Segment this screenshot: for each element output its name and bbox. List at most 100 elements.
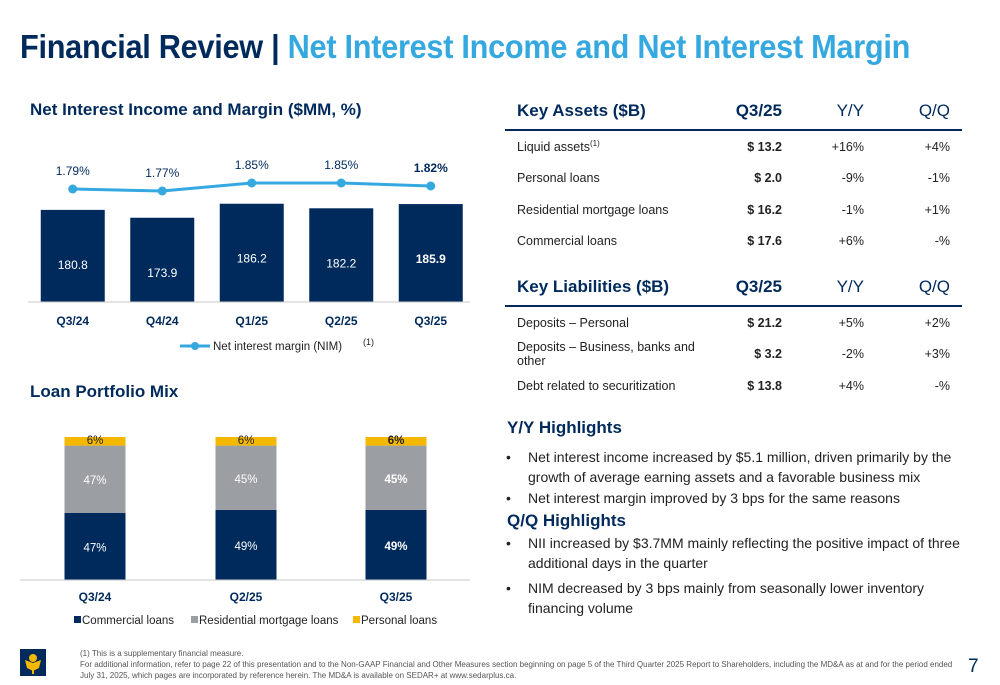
row-q3: $ 2.0	[754, 171, 782, 186]
row-label: Deposits – Business, banks and other	[517, 340, 695, 369]
mix-bar-personal	[64, 437, 126, 446]
nii-legend-sup: (1)	[363, 337, 374, 347]
qq-bullet-1: • NII increased by $3.7MM mainly reflect…	[506, 533, 976, 573]
row-q3: $ 13.8	[747, 378, 782, 393]
nii-bar-label: 182.2	[326, 256, 356, 270]
header-label: Key Liabilities ($B)	[505, 268, 702, 307]
row-yy: -1%	[841, 202, 864, 217]
mix-bar-commercial	[215, 509, 277, 580]
nim-label: 1.85%	[324, 158, 358, 172]
header-yy: Y/Y	[782, 268, 864, 307]
nim-label: 1.82%	[414, 161, 448, 175]
table-row: Deposits – Business, banks and other $ 3…	[505, 339, 962, 371]
bullet-icon: •	[506, 580, 511, 596]
row-yy: +5%	[838, 315, 864, 330]
yy-bullet-1: • Net interest income increased by $5.1 …	[506, 447, 976, 487]
yy-bullet-text: Net interest margin improved by 3 bps fo…	[528, 490, 900, 506]
mix-bar-label: 47%	[83, 475, 106, 487]
nii-bar-label: 180.8	[58, 258, 88, 272]
nii-legend: Net interest margin (NIM) (1)	[180, 337, 374, 353]
mix-bar-residential	[215, 445, 277, 510]
loan-mix-chart: 47% 47% 6% 49% 45% 6% 49% 45% 6% Q3/24 Q2/25 Q3/25…	[20, 435, 470, 627]
mix-bar-label: 6%	[388, 435, 405, 447]
table-row: Deposits – Personal $ 21.2 +5% +2%	[505, 306, 962, 339]
nim-label: 1.85%	[235, 158, 269, 172]
nii-chart: 180.8 173.9 186.2 182.2 185.9 1.79% 1.77% 1.85…	[28, 158, 470, 353]
header-yy: Y/Y	[782, 92, 864, 131]
row-qq: +2%	[924, 315, 950, 330]
nim-point	[247, 178, 257, 188]
legend-residential: Residential mortgage loans	[199, 615, 339, 627]
header-qq: Q/Q	[864, 92, 962, 131]
table-row: Commercial loans $ 17.6 +6% -%	[505, 226, 962, 258]
bank-logo-icon	[20, 649, 46, 676]
nii-bar	[130, 217, 195, 302]
nii-x-tick: Q2/25	[325, 314, 358, 328]
row-q3: $ 16.2	[747, 202, 782, 217]
row-qq: -%	[934, 378, 950, 393]
row-qq: +1%	[924, 202, 950, 217]
bullet-icon: •	[506, 490, 511, 506]
nim-point	[336, 178, 346, 188]
row-label: Residential mortgage loans	[517, 202, 669, 217]
page-number: 7	[968, 656, 979, 677]
table-row: Personal loans $ 2.0 -9% -1%	[505, 163, 962, 195]
row-label: Personal loans	[517, 171, 600, 186]
row-label: Deposits – Personal	[517, 315, 629, 330]
yy-bullet-2: • Net interest margin improved by 3 bps …	[506, 488, 976, 508]
row-q3: $ 13.2	[747, 139, 782, 154]
row-yy: -9%	[841, 171, 864, 186]
nii-x-tick: Q3/25	[414, 314, 447, 328]
row-qq: +4%	[924, 139, 950, 154]
mix-x-tick: Q2/25	[230, 590, 263, 604]
row-qq: +3%	[924, 347, 950, 362]
nii-bar-label: 185.9	[416, 252, 446, 266]
mix-bar-label: 49%	[384, 541, 407, 553]
mix-legend: Commercial loans Residential mortgage lo…	[74, 615, 437, 627]
header-label: Key Assets ($B)	[505, 92, 702, 131]
nim-point	[157, 186, 167, 196]
row-yy: +4%	[838, 378, 864, 393]
row-yy: -2%	[841, 347, 864, 362]
loan-mix-title: Loan Portfolio Mix	[30, 382, 179, 401]
bullet-icon: •	[506, 449, 511, 465]
nim-point	[68, 184, 78, 194]
mix-bar-label: 45%	[234, 474, 257, 486]
mix-bar-personal	[215, 437, 277, 446]
row-sup: (1)	[589, 139, 600, 149]
row-yy: +16%	[831, 139, 864, 154]
key-liabilities-table: Key Liabilities ($B) Q3/25 Y/Y Q/Q Depos…	[505, 268, 962, 402]
nii-x-tick: Q1/25	[235, 314, 268, 328]
page-title: Financial Review | Net Interest Income a…	[20, 28, 911, 65]
mix-bar-label: 49%	[234, 541, 257, 553]
row-label: Liquid assets	[517, 140, 590, 155]
table-row: Residential mortgage loans $ 16.2 -1% +1…	[505, 194, 962, 226]
nii-bar-label: 173.9	[147, 266, 177, 280]
mix-bar-label: 45%	[384, 474, 407, 486]
qq-bullet-text: NII increased by $3.7MM mainly reflectin…	[528, 535, 960, 571]
row-label: Commercial loans	[517, 234, 618, 249]
qq-highlights-title: Q/Q Highlights	[507, 511, 626, 530]
nii-x-tick: Q4/24	[146, 314, 179, 328]
row-yy: +6%	[838, 234, 864, 249]
yy-bullet-text: Net interest income increased by $5.1 mi…	[528, 449, 952, 485]
mix-bar-residential	[365, 445, 427, 510]
mix-x-tick: Q3/25	[380, 590, 413, 604]
nim-point	[426, 181, 436, 191]
mix-bar-personal	[365, 437, 427, 446]
row-qq: -1%	[927, 171, 950, 186]
mix-bar-commercial	[64, 512, 126, 580]
nii-bar	[219, 203, 284, 302]
mix-bar-label: 6%	[238, 435, 255, 447]
mix-bar-label: 6%	[87, 435, 104, 447]
nii-bar	[398, 204, 463, 302]
row-label: Debt related to securitization	[517, 378, 676, 393]
nii-x-tick: Q3/24	[56, 314, 89, 328]
key-liabilities-header: Key Liabilities ($B) Q3/25 Y/Y Q/Q	[505, 268, 962, 307]
table-row: Liquid assets(1) $ 13.2 +16% +4%	[505, 130, 962, 163]
qq-bullet-text: NIM decreased by 3 bps mainly from seaso…	[528, 580, 925, 616]
legend-commercial: Commercial loans	[82, 615, 174, 627]
yy-highlights-title: Y/Y Highlights	[507, 418, 622, 437]
nim-label: 1.77%	[145, 166, 179, 180]
row-q3: $ 17.6	[747, 234, 782, 249]
